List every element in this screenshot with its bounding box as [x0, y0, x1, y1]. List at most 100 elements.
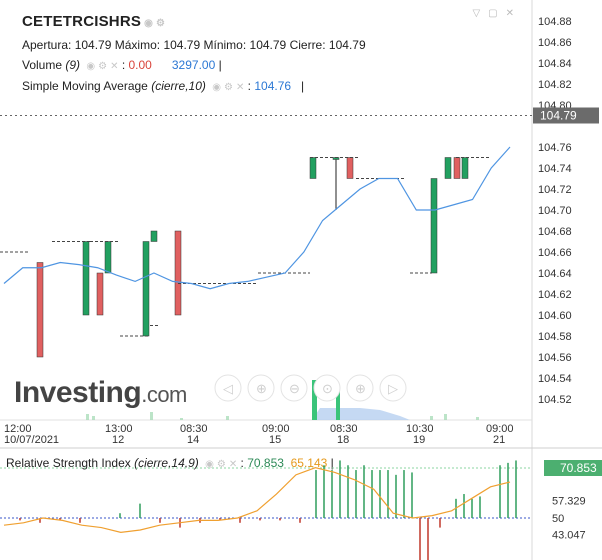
collapse-icon[interactable]: ▽ [472, 8, 489, 19]
symbol-text: CETETRCISHRS [22, 13, 142, 30]
sma-label: Simple Moving Average [22, 79, 148, 93]
volume-bar [312, 380, 317, 420]
close-icon[interactable]: ✕ [110, 61, 119, 72]
price-tick-label: 104.74 [538, 163, 572, 175]
date-label: 21 [493, 434, 505, 446]
date-label: 18 [337, 434, 349, 446]
price-tick-label: 104.62 [538, 289, 572, 301]
volume-bar [150, 412, 153, 420]
rsi-param: (cierre,14,9) [134, 456, 199, 470]
nav-button-icon[interactable]: ⊙ [322, 381, 333, 396]
candle-body [36, 262, 44, 358]
settings-icon[interactable]: ⚙ [223, 82, 233, 93]
candle-body [104, 241, 112, 274]
maximize-icon[interactable]: ▢ [488, 8, 506, 19]
date-label: 12 [112, 434, 124, 446]
eye-icon[interactable]: ◉ [205, 459, 214, 470]
ohlc-legend: Apertura: 104.79 Máximo: 104.79 Mínimo: … [22, 38, 366, 52]
candle-body [444, 157, 452, 179]
settings-icon[interactable]: ⚙ [98, 61, 108, 72]
volume-bar [444, 414, 447, 420]
close-icon[interactable]: ✕ [235, 82, 245, 93]
candle-body [346, 157, 354, 179]
candle-body [82, 241, 90, 316]
time-label: 08:30 [180, 423, 208, 435]
volume-bar [226, 416, 229, 420]
close-icon[interactable]: ✕ [505, 8, 522, 19]
volume-value-b: 3297.00 [171, 58, 216, 72]
rsi-label: Relative Strength Index [6, 456, 131, 470]
volume-bar [336, 388, 340, 420]
candle-body [96, 272, 104, 316]
nav-button-icon[interactable]: ⊕ [355, 381, 366, 396]
date-label: 10/07/2021 [4, 434, 59, 446]
time-label: 09:00 [486, 423, 514, 435]
candle-body [174, 230, 182, 316]
eye-icon[interactable]: ◉ [86, 61, 96, 72]
nav-button-icon[interactable]: ▷ [388, 381, 398, 396]
open-label: Apertura: [22, 38, 72, 52]
current-price-label: 104.79 [540, 109, 577, 123]
date-label: 19 [413, 434, 425, 446]
eye-icon[interactable]: ◉ [144, 18, 154, 29]
nav-button-icon[interactable]: ◁ [223, 381, 233, 396]
eye-icon[interactable]: ◉ [212, 82, 221, 93]
current-price-badge [533, 107, 599, 124]
date-label: 15 [269, 434, 281, 446]
volume-value-a: 0.00 [128, 58, 152, 72]
price-tick-label: 104.60 [538, 310, 572, 322]
price-tick-label: 104.72 [538, 184, 572, 196]
candle-body [453, 157, 461, 179]
time-label: 13:00 [105, 423, 133, 435]
close-icon[interactable]: ✕ [228, 459, 238, 470]
candle-body [150, 230, 158, 242]
volume-bar [180, 418, 183, 420]
candle-body [309, 157, 317, 179]
settings-icon[interactable]: ⚙ [216, 459, 226, 470]
close-value: 104.79 [328, 38, 366, 52]
candle-body [142, 241, 150, 337]
sma-line [3, 146, 511, 290]
high-value: 104.79 [163, 38, 201, 52]
nav-button [280, 374, 308, 402]
sma-value: 104.76 [254, 79, 292, 93]
sma-legend: Simple Moving Average (cierre,10) ◉ ⚙ ✕ : … [22, 79, 305, 93]
close-label: Cierre: [289, 38, 326, 52]
price-tick-label: 104.66 [538, 247, 572, 259]
candle-body [430, 178, 438, 274]
price-tick-label: 104.82 [538, 79, 572, 91]
investing-watermark: Investing.com [14, 376, 187, 410]
rsi-tick-label: 50 [552, 513, 564, 525]
rsi-line [3, 467, 511, 533]
rsi-tick-label: 57.329 [552, 495, 586, 507]
nav-button-icon[interactable]: ⊖ [289, 381, 300, 396]
volume-bar [92, 416, 95, 420]
time-label: 09:00 [262, 423, 290, 435]
nav-button [379, 374, 407, 402]
nav-button-icon[interactable]: ⊕ [256, 381, 267, 396]
price-tick-label: 104.56 [538, 352, 572, 364]
nav-button [214, 374, 242, 402]
low-label: Mínimo: [203, 38, 247, 52]
volume-label: Volume [22, 58, 63, 72]
rsi-value-b: 65.143 [290, 456, 328, 470]
settings-icon[interactable]: ⚙ [156, 18, 166, 29]
price-tick-label: 104.58 [538, 331, 572, 343]
nav-button [346, 374, 374, 402]
rsi-current-badge [544, 460, 602, 476]
price-tick-label: 104.70 [538, 205, 572, 217]
time-label: 08:30 [330, 423, 358, 435]
volume-legend: Volume (9) ◉ ⚙ ✕ : 0.00 3297.00 | [22, 58, 222, 72]
open-value: 104.79 [74, 38, 112, 52]
price-tick-label: 104.84 [538, 58, 572, 70]
date-label: 14 [187, 434, 199, 446]
watermark-suffix: .com [141, 382, 187, 407]
rsi-current-label: 70.853 [560, 461, 597, 475]
watermark-word: Investing [14, 376, 142, 409]
rsi-value-a: 70.853 [247, 456, 284, 470]
low-value: 104.79 [249, 38, 287, 52]
volume-bar [476, 417, 479, 420]
nav-button [247, 374, 275, 402]
time-label: 10:30 [406, 423, 434, 435]
